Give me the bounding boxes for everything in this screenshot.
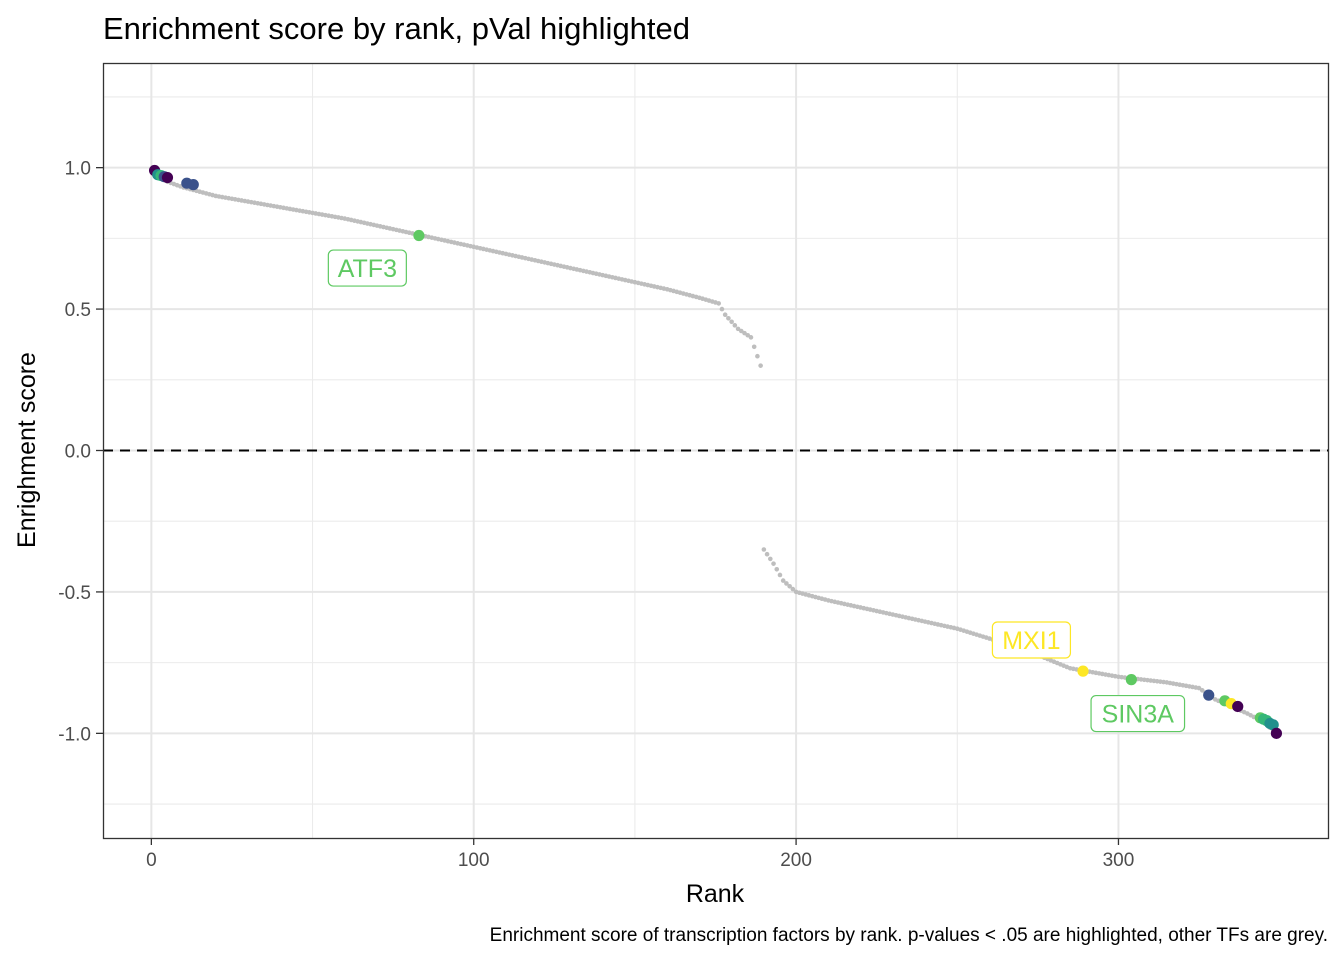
data-point-grey	[719, 306, 725, 312]
data-point-highlighted	[1270, 727, 1283, 739]
data-point-highlighted	[187, 179, 199, 191]
data-point-grey	[787, 583, 792, 589]
data-point-highlighted	[413, 229, 425, 242]
x-axis-ticks: 0 100 200 300	[146, 838, 1134, 871]
data-point-grey	[755, 353, 760, 359]
data-point-grey	[784, 581, 789, 586]
y-axis-title: Enrighment score	[13, 352, 41, 548]
annotation-label: SIN3A	[1090, 694, 1186, 733]
data-point-grey	[780, 578, 786, 583]
data-point-grey	[758, 363, 763, 368]
plot-panel-border	[102, 62, 1330, 840]
data-point-grey	[1199, 688, 1205, 693]
data-point-grey	[716, 301, 722, 306]
x-tick-label: 300	[1103, 850, 1135, 871]
data-point-grey	[768, 556, 773, 562]
data-point-grey	[748, 335, 754, 340]
data-point-grey	[777, 572, 783, 578]
data-point-highlighted	[1267, 719, 1279, 731]
data-point-grey	[732, 323, 738, 328]
y-tick-label: 0.0	[65, 442, 91, 463]
y-tick-label: 1.0	[65, 159, 91, 180]
data-point-grey	[774, 566, 780, 572]
data-point-highlighted	[1077, 665, 1089, 677]
data-point-grey	[751, 344, 757, 350]
data-point-grey	[764, 551, 770, 557]
annotation-box	[327, 249, 407, 287]
annotation-text: SIN3A	[1102, 701, 1175, 729]
data-point-grey	[729, 319, 734, 325]
highlighted-points	[148, 164, 1283, 739]
annotation-label: ATF3	[327, 249, 407, 287]
data-point-highlighted	[1232, 700, 1244, 713]
annotation-box	[1090, 694, 1186, 733]
annotation-label: MXI1	[991, 621, 1072, 659]
x-tick-label: 200	[780, 850, 812, 871]
data-point-grey	[761, 547, 767, 552]
x-tick-label: 100	[458, 850, 490, 871]
data-point-grey	[771, 561, 776, 566]
annotation-text: MXI1	[1002, 627, 1060, 655]
annotation-box	[991, 621, 1072, 659]
data-point-grey	[722, 312, 728, 318]
chart-caption: Enrichment score of transcription factor…	[490, 925, 1328, 946]
annotation-labels: ATF3 MXI1 SIN3A	[327, 249, 1186, 733]
data-point-highlighted	[1203, 689, 1215, 701]
data-point-highlighted	[161, 171, 174, 184]
data-point-highlighted	[1125, 674, 1137, 686]
data-point-grey	[790, 586, 796, 592]
x-tick-label: 0	[146, 850, 157, 871]
data-point-grey	[1196, 685, 1202, 691]
y-tick-label: -0.5	[58, 583, 91, 604]
chart-title: Enrichment score by rank, pVal highlight…	[103, 11, 690, 46]
y-axis-ticks: -1.0 -0.5 0.0 0.5 1.0	[58, 159, 103, 745]
x-axis-title: Rank	[686, 880, 745, 908]
y-tick-label: 0.5	[65, 300, 91, 321]
annotation-text: ATF3	[338, 255, 397, 283]
data-point-grey	[726, 315, 731, 321]
y-tick-label: -1.0	[58, 724, 91, 745]
